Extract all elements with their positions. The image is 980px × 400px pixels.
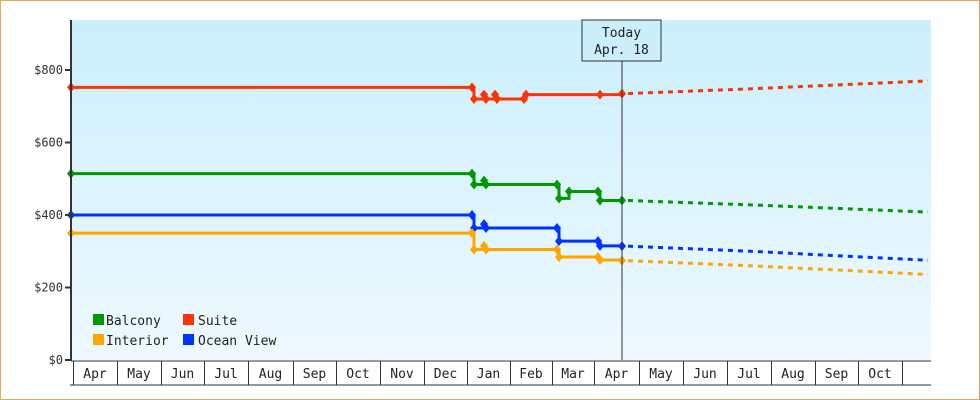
month-label: Oct (868, 367, 891, 382)
data-point-marker[interactable] (482, 94, 490, 104)
month-label: Apr (605, 367, 629, 382)
month-label: Jan (477, 367, 500, 382)
month-label: Feb (519, 367, 543, 382)
data-point-marker[interactable] (555, 252, 563, 263)
month-label: Aug (259, 367, 282, 382)
forecast-line (627, 199, 929, 214)
month-label: Oct (346, 367, 369, 382)
data-point-marker[interactable] (553, 179, 561, 190)
legend-label-interior: Interior (106, 334, 169, 349)
data-point-marker[interactable] (555, 236, 563, 247)
data-point-marker[interactable] (555, 193, 563, 204)
y-tick-label: $600 (34, 136, 63, 150)
data-point-marker[interactable] (468, 82, 476, 93)
data-point-marker[interactable] (596, 195, 604, 206)
y-tick-label: $400 (34, 208, 63, 222)
y-tick-label: $0 (49, 353, 63, 367)
y-tick-label: $800 (34, 63, 63, 77)
data-point-marker[interactable] (470, 244, 478, 255)
month-label: Aug (781, 367, 804, 382)
data-point-marker[interactable] (596, 240, 604, 251)
month-label: Dec (434, 367, 457, 382)
forecast-line (627, 79, 929, 96)
today-marker: Today Apr. 18 (581, 19, 662, 360)
legend-label-ocean-view: Ocean View (198, 334, 276, 349)
legend-label-balcony: Balcony (106, 314, 161, 329)
series-interior (67, 228, 929, 276)
legend-swatch-ocean-view (183, 334, 194, 345)
month-label: May (127, 367, 151, 382)
month-label: Jun (693, 367, 716, 382)
month-label: Jul (214, 367, 237, 382)
legend: Balcony Suite Interior Ocean View (93, 314, 276, 349)
plot-area (71, 20, 931, 360)
month-label: May (649, 367, 673, 382)
data-point-marker[interactable] (470, 179, 478, 190)
data-point-marker[interactable] (594, 186, 602, 197)
series-suite (67, 79, 929, 104)
month-label: Jun (171, 367, 194, 382)
month-label: Nov (390, 367, 414, 382)
data-point-marker[interactable] (468, 228, 476, 239)
data-point-marker[interactable] (596, 254, 604, 265)
month-label: Sep (303, 367, 327, 382)
data-point-marker[interactable] (470, 94, 478, 104)
series-balcony (67, 168, 929, 214)
series-layer (67, 79, 929, 276)
data-point-marker[interactable] (468, 168, 476, 179)
data-point-marker[interactable] (565, 186, 573, 197)
x-axis-months: Apr May Jun Jul Aug Sep Oct Nov Dec Jan Feb Mar Apr M… (70, 360, 931, 386)
forecast-line (627, 259, 929, 276)
data-point-marker[interactable] (553, 223, 561, 234)
today-label-box (581, 19, 662, 62)
month-label: Sep (825, 367, 849, 382)
data-point-marker[interactable] (493, 94, 501, 104)
month-label: Jul (737, 367, 760, 382)
legend-swatch-balcony (93, 314, 104, 325)
legend-swatch-suite (183, 314, 194, 325)
forecast-line (627, 244, 929, 262)
data-point-marker[interactable] (596, 89, 604, 100)
month-label: Apr (83, 367, 107, 382)
y-axis-ticks: $0 $200 $400 $600 $800 (34, 63, 71, 367)
legend-label-suite: Suite (198, 314, 237, 329)
series-ocean-view (67, 210, 929, 262)
y-tick-label: $200 (34, 281, 63, 295)
data-point-marker[interactable] (482, 223, 490, 234)
month-label: Mar (561, 367, 585, 382)
data-point-marker[interactable] (522, 89, 530, 100)
data-point-marker[interactable] (482, 179, 490, 190)
legend-swatch-interior (93, 334, 104, 345)
data-point-marker[interactable] (468, 210, 476, 220)
today-date: Apr. 18 (594, 43, 649, 58)
today-label: Today (602, 26, 641, 41)
data-point-marker[interactable] (553, 244, 561, 255)
data-point-marker[interactable] (482, 244, 490, 255)
